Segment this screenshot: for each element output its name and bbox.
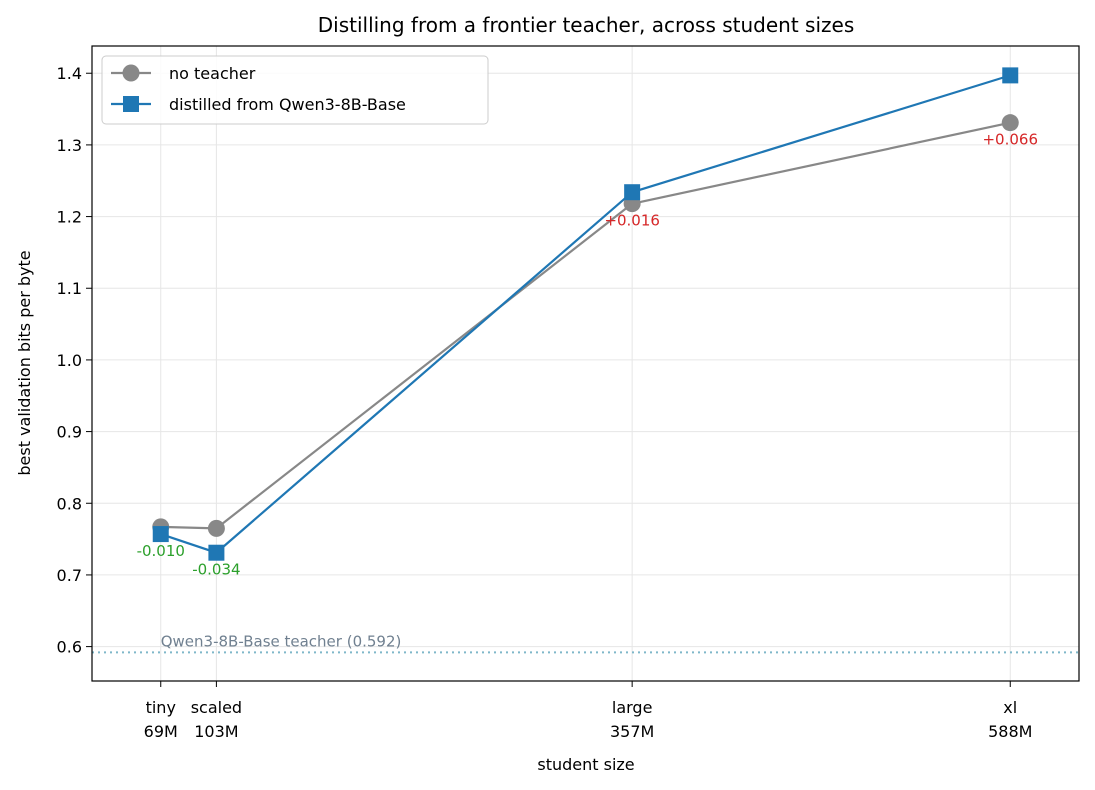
y-tick-label: 0.8 [57, 494, 82, 513]
x-axis-ticks: tiny 69M scaled 103M large 357M xl 588M [144, 681, 1032, 741]
x-tick-label-size: 588M [988, 722, 1032, 741]
y-tick-label: 1.1 [57, 279, 82, 298]
y-tick-label: 0.7 [57, 566, 82, 585]
y-tick-label: 1.3 [57, 136, 82, 155]
annotation-layer: -0.010 -0.034 +0.016 +0.066 [137, 131, 1038, 579]
legend-marker [122, 64, 140, 82]
series-line-1 [160, 74, 1011, 554]
x-tick-label-size: 69M [144, 722, 178, 741]
legend-label: distilled from Qwen3-8B-Base [169, 95, 406, 114]
delta-annotation: -0.010 [137, 542, 185, 560]
x-tick-label-name: tiny [146, 698, 176, 717]
series-layer [152, 67, 1019, 561]
x-tick-label-size: 103M [194, 722, 238, 741]
y-axis-label: best validation bits per byte [15, 250, 34, 475]
series-0-point [1001, 114, 1019, 132]
x-tick-label-name: scaled [191, 698, 242, 717]
delta-annotation: +0.016 [604, 212, 660, 230]
series-1-point [208, 544, 225, 561]
legend-marker [123, 96, 139, 112]
x-tick-label-size: 357M [610, 722, 654, 741]
y-tick-label: 0.6 [57, 638, 82, 657]
x-axis-label: student size [537, 755, 634, 774]
series-1-point [152, 526, 169, 543]
y-tick-label: 1.0 [57, 351, 82, 370]
delta-annotation: -0.034 [192, 561, 240, 579]
series-line-0 [160, 121, 1011, 530]
delta-annotation: +0.066 [982, 131, 1038, 149]
y-axis-ticks: 0.6 0.7 0.8 0.9 1.0 1.1 1.2 1.3 1.4 [57, 64, 92, 657]
x-tick-label-name: xl [1003, 698, 1017, 717]
chart-title: Distilling from a frontier teacher, acro… [318, 13, 855, 37]
legend-label: no teacher [169, 64, 256, 83]
series-1-point [624, 184, 641, 201]
y-tick-label: 0.9 [57, 423, 82, 442]
reference-line-layer: Qwen3-8B-Base teacher (0.592) [92, 632, 1079, 654]
y-tick-label: 1.2 [57, 208, 82, 227]
y-tick-label: 1.4 [57, 64, 82, 83]
teacher-reference-label: Qwen3-8B-Base teacher (0.592) [161, 632, 402, 650]
legend: no teacher distilled from Qwen3-8B-Base [101, 55, 489, 125]
legend-box [101, 55, 489, 125]
series-0-point [207, 519, 225, 537]
plot-area-frame [91, 45, 1080, 682]
x-tick-label-name: large [612, 698, 653, 717]
series-1-point [1002, 67, 1019, 84]
grid-layer [92, 46, 1079, 681]
